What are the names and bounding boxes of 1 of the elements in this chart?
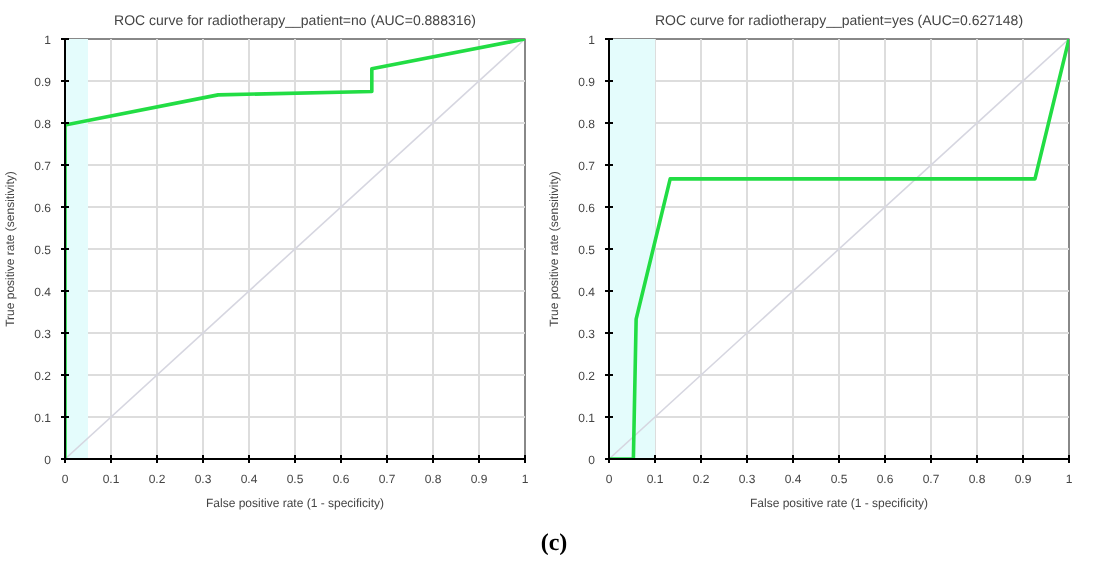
text: (c)	[540, 526, 568, 560]
